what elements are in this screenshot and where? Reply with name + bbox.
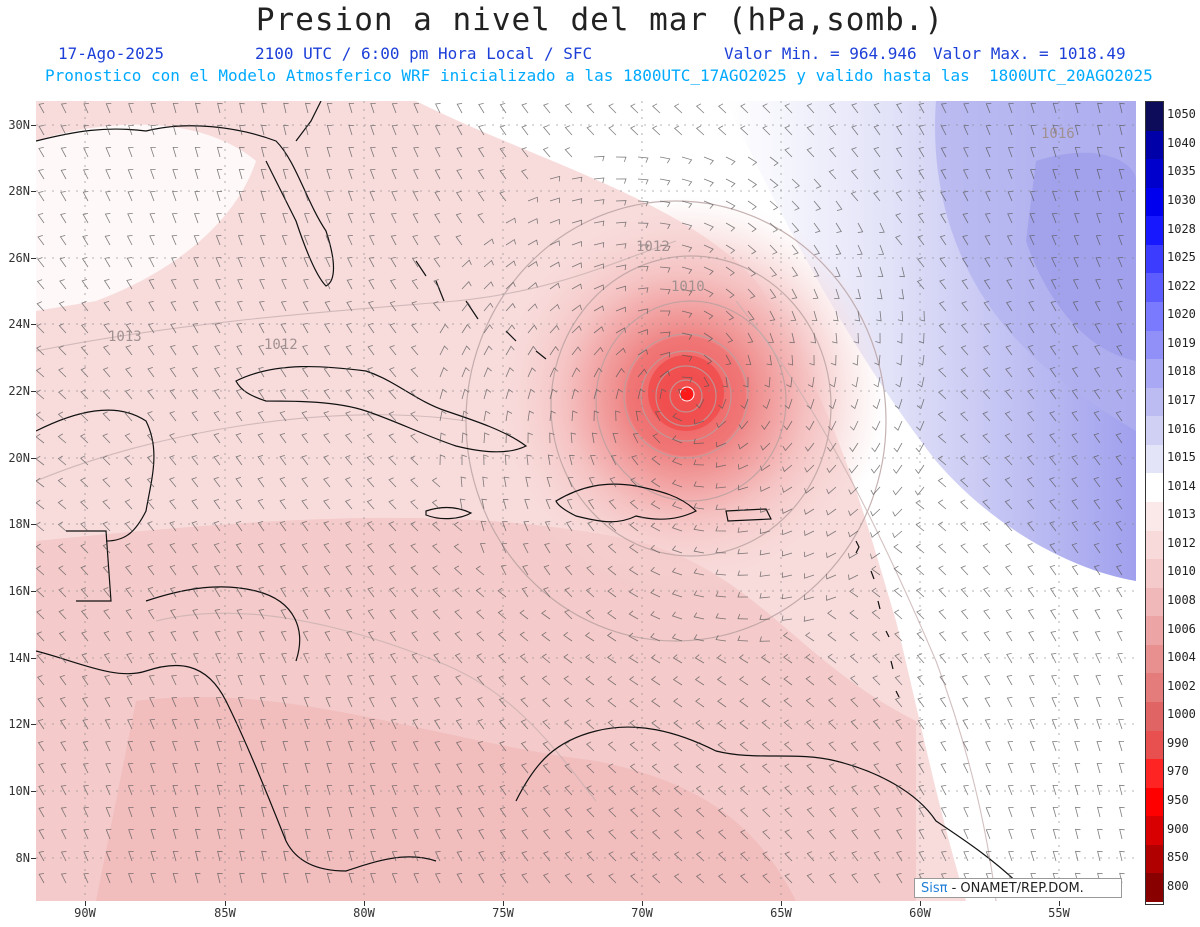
- legend-label: 1035: [1167, 164, 1196, 179]
- lat-label: 20N: [8, 451, 30, 465]
- lon-label: 90W: [74, 906, 96, 920]
- legend-label: 850: [1167, 850, 1189, 865]
- legend-label: 1000: [1167, 707, 1196, 722]
- brand-logo: Sisπ: [921, 881, 948, 896]
- legend-label: 970: [1167, 764, 1189, 779]
- legend-label: 1019: [1167, 335, 1196, 350]
- legend-label: 950: [1167, 793, 1189, 807]
- legend-swatch: [1146, 816, 1163, 846]
- legend-label: 1015: [1167, 450, 1196, 465]
- legend-label: 1050: [1167, 107, 1196, 122]
- legend-swatch: [1146, 530, 1163, 560]
- legend-swatch: [1146, 187, 1163, 217]
- legend-swatch: [1146, 302, 1163, 332]
- contour-label: 1010: [671, 279, 705, 295]
- legend-label: 1018: [1167, 364, 1196, 379]
- legend-label: 1025: [1167, 250, 1196, 265]
- lon-label: 70W: [631, 906, 653, 920]
- legend-swatch: [1146, 559, 1163, 589]
- legend-swatch: [1146, 244, 1163, 274]
- lat-label: 8N: [15, 851, 30, 865]
- legend-label: 800: [1167, 878, 1189, 893]
- legend-label: 1013: [1167, 507, 1196, 522]
- legend-label: 1028: [1167, 221, 1196, 236]
- lat-label: 18N: [8, 517, 30, 531]
- lon-label: 60W: [909, 906, 931, 920]
- legend-swatch: [1146, 873, 1163, 903]
- lon-label: 65W: [770, 906, 792, 920]
- legend-swatch: [1146, 130, 1163, 160]
- legend-swatch: [1146, 502, 1163, 532]
- legend-label: 1014: [1167, 478, 1196, 493]
- lat-label: 10N: [8, 784, 30, 798]
- legend-label: 1010: [1167, 564, 1196, 579]
- legend-label: 1016: [1167, 421, 1196, 436]
- legend-swatch: [1146, 759, 1163, 789]
- legend-label: 1030: [1167, 193, 1196, 207]
- chart-title: Presion a nivel del mar (hPa,somb.): [255, 2, 945, 38]
- legend-swatch: [1146, 416, 1163, 446]
- legend-swatch: [1146, 673, 1163, 703]
- legend-label: 1022: [1167, 278, 1196, 293]
- legend-label: 1040: [1167, 135, 1196, 150]
- contour-label: 1016: [1041, 126, 1075, 142]
- legend-label: 900: [1167, 821, 1189, 836]
- lon-label: 55W: [1048, 906, 1070, 920]
- legend-label: 1006: [1167, 621, 1196, 636]
- lat-label: 12N: [8, 717, 30, 731]
- pressure-map: 1016 1012 1010 1013 1012: [36, 101, 1136, 901]
- legend-label: 1004: [1167, 650, 1196, 665]
- model-info: Pronostico con el Modelo Atmosferico WRF…: [45, 66, 1153, 85]
- value-min: Valor Min. = 964.946: [724, 44, 917, 63]
- legend-swatch: [1146, 387, 1163, 417]
- lon-label: 75W: [492, 906, 514, 920]
- contour-label: 1012: [636, 239, 670, 255]
- color-legend: [1145, 101, 1164, 905]
- contour-label: 1012: [264, 337, 298, 353]
- legend-swatch: [1146, 844, 1163, 874]
- legend-swatch: [1146, 330, 1163, 360]
- lat-label: 22N: [8, 384, 30, 398]
- lat-label: 14N: [8, 651, 30, 665]
- legend-swatch: [1146, 587, 1163, 617]
- legend-swatch: [1146, 102, 1163, 132]
- lon-label: 85W: [214, 906, 236, 920]
- contour-label: 1013: [108, 329, 142, 345]
- legend-swatch: [1146, 359, 1163, 389]
- legend-swatch: [1146, 159, 1163, 189]
- lon-label: 80W: [353, 906, 375, 920]
- legend-swatch: [1146, 444, 1163, 474]
- lat-label: 28N: [8, 184, 30, 198]
- lat-label: 30N: [8, 118, 30, 132]
- legend-swatch: [1146, 473, 1163, 503]
- legend-swatch: [1146, 730, 1163, 760]
- legend-swatch: [1146, 702, 1163, 732]
- legend-label: 1017: [1167, 393, 1196, 407]
- lat-label: 24N: [8, 317, 30, 331]
- legend-swatch: [1146, 644, 1163, 674]
- legend-swatch: [1146, 273, 1163, 303]
- lat-label: 16N: [8, 584, 30, 598]
- legend-swatch: [1146, 216, 1163, 246]
- legend-label: 1012: [1167, 535, 1196, 550]
- credit-box: Sisπ - ONAMET/REP.DOM.: [914, 878, 1122, 898]
- legend-swatch: [1146, 616, 1163, 646]
- legend-label: 1020: [1167, 307, 1196, 322]
- forecast-date: 17-Ago-2025: [58, 44, 164, 63]
- legend-swatch: [1146, 787, 1163, 817]
- legend-label: 1008: [1167, 593, 1196, 607]
- forecast-time: 2100 UTC / 6:00 pm Hora Local / SFC: [255, 44, 593, 63]
- lat-label: 26N: [8, 251, 30, 265]
- legend-label: 1002: [1167, 678, 1196, 693]
- value-max: Valor Max. = 1018.49: [933, 44, 1126, 63]
- legend-label: 990: [1167, 735, 1189, 750]
- credit-text: - ONAMET/REP.DOM.: [947, 881, 1084, 896]
